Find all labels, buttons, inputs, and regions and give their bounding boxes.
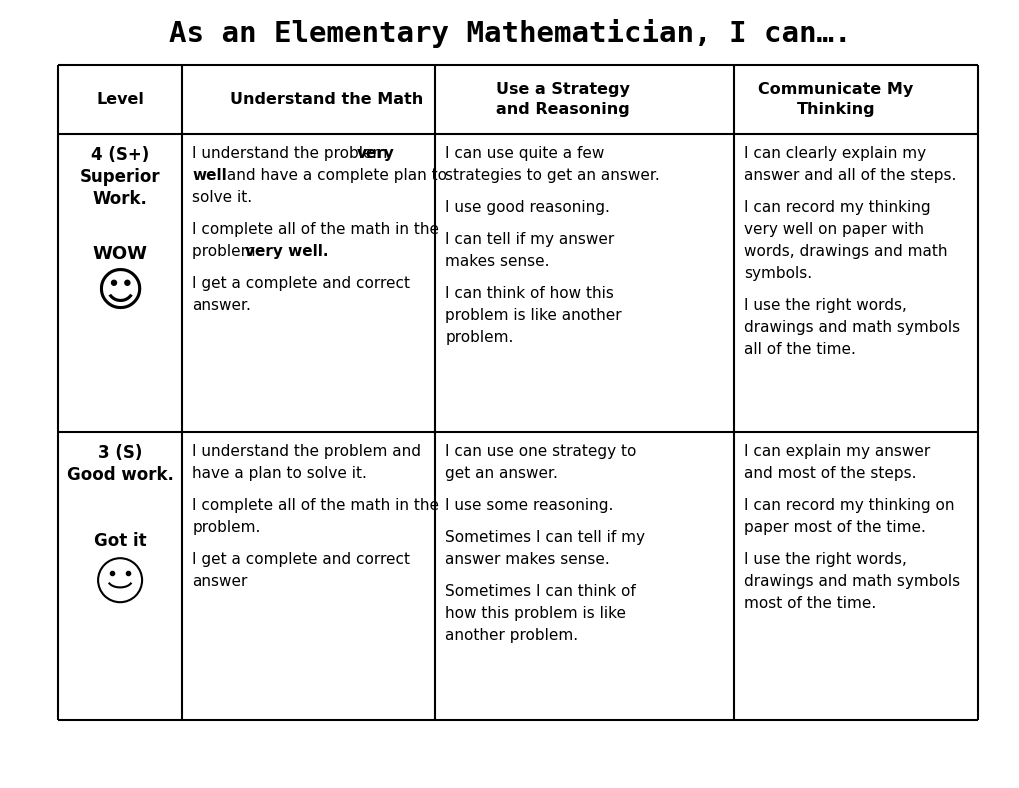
Text: Good work.: Good work. <box>66 466 173 484</box>
Text: I can clearly explain my: I can clearly explain my <box>744 146 925 161</box>
Text: ☺: ☺ <box>96 271 145 316</box>
Text: problem.: problem. <box>192 520 260 535</box>
Text: very: very <box>357 146 394 161</box>
Text: I can record my thinking: I can record my thinking <box>744 200 930 215</box>
Text: all of the time.: all of the time. <box>744 342 855 357</box>
Text: problem: problem <box>192 243 260 258</box>
Text: I use good reasoning.: I use good reasoning. <box>444 200 609 215</box>
Text: Understand the Math: Understand the Math <box>230 92 423 107</box>
Text: 4 (S+): 4 (S+) <box>91 146 149 164</box>
Text: problem.: problem. <box>444 329 514 345</box>
Text: answer makes sense.: answer makes sense. <box>444 552 609 567</box>
Text: I use some reasoning.: I use some reasoning. <box>444 498 613 513</box>
Text: I can use quite a few: I can use quite a few <box>444 146 604 161</box>
Text: solve it.: solve it. <box>192 190 252 205</box>
Text: Sometimes I can tell if my: Sometimes I can tell if my <box>444 530 645 545</box>
Text: I use the right words,: I use the right words, <box>744 552 906 567</box>
Text: paper most of the time.: paper most of the time. <box>744 520 925 535</box>
Text: Sometimes I can think of: Sometimes I can think of <box>444 584 635 599</box>
Text: Use a Strategy
and Reasoning: Use a Strategy and Reasoning <box>495 82 629 117</box>
Text: well: well <box>192 168 226 183</box>
Text: Got it: Got it <box>94 532 147 550</box>
Text: As an Elementary Mathematician, I can….: As an Elementary Mathematician, I can…. <box>168 18 851 47</box>
Text: and have a complete plan to: and have a complete plan to <box>222 168 446 183</box>
Text: I get a complete and correct: I get a complete and correct <box>192 552 410 567</box>
Text: drawings and math symbols: drawings and math symbols <box>744 574 959 589</box>
Text: I can use one strategy to: I can use one strategy to <box>444 444 636 459</box>
Text: I complete all of the math in the: I complete all of the math in the <box>192 221 439 236</box>
Text: I can record my thinking on: I can record my thinking on <box>744 498 954 513</box>
Text: 3 (S): 3 (S) <box>98 444 142 462</box>
Text: words, drawings and math: words, drawings and math <box>744 243 947 258</box>
Text: I complete all of the math in the: I complete all of the math in the <box>192 498 439 513</box>
Text: problem is like another: problem is like another <box>444 308 622 323</box>
Text: WOW: WOW <box>93 245 148 262</box>
Text: very well.: very well. <box>245 243 328 258</box>
Text: another problem.: another problem. <box>444 628 578 643</box>
Text: very well on paper with: very well on paper with <box>744 221 923 236</box>
Text: I can think of how this: I can think of how this <box>444 286 613 301</box>
Text: how this problem is like: how this problem is like <box>444 606 626 621</box>
Text: drawings and math symbols: drawings and math symbols <box>744 320 959 335</box>
Text: have a plan to solve it.: have a plan to solve it. <box>192 466 367 481</box>
Text: answer: answer <box>192 574 248 589</box>
Text: I get a complete and correct: I get a complete and correct <box>192 276 410 291</box>
Text: Communicate My
Thinking: Communicate My Thinking <box>758 82 913 117</box>
Text: I can tell if my answer: I can tell if my answer <box>444 232 613 247</box>
Text: most of the time.: most of the time. <box>744 596 875 611</box>
Text: Level: Level <box>96 92 144 107</box>
Text: answer and all of the steps.: answer and all of the steps. <box>744 168 956 183</box>
Text: I understand the problem: I understand the problem <box>192 146 392 161</box>
Text: symbols.: symbols. <box>744 266 811 281</box>
Text: Work.: Work. <box>93 190 148 208</box>
Text: I can explain my answer: I can explain my answer <box>744 444 929 459</box>
Text: I understand the problem and: I understand the problem and <box>192 444 421 459</box>
Text: answer.: answer. <box>192 298 251 313</box>
Text: Superior: Superior <box>79 168 160 186</box>
Text: and most of the steps.: and most of the steps. <box>744 466 916 481</box>
Text: I use the right words,: I use the right words, <box>744 298 906 313</box>
Text: makes sense.: makes sense. <box>444 254 549 269</box>
Text: get an answer.: get an answer. <box>444 466 557 481</box>
Text: strategies to get an answer.: strategies to get an answer. <box>444 168 659 183</box>
